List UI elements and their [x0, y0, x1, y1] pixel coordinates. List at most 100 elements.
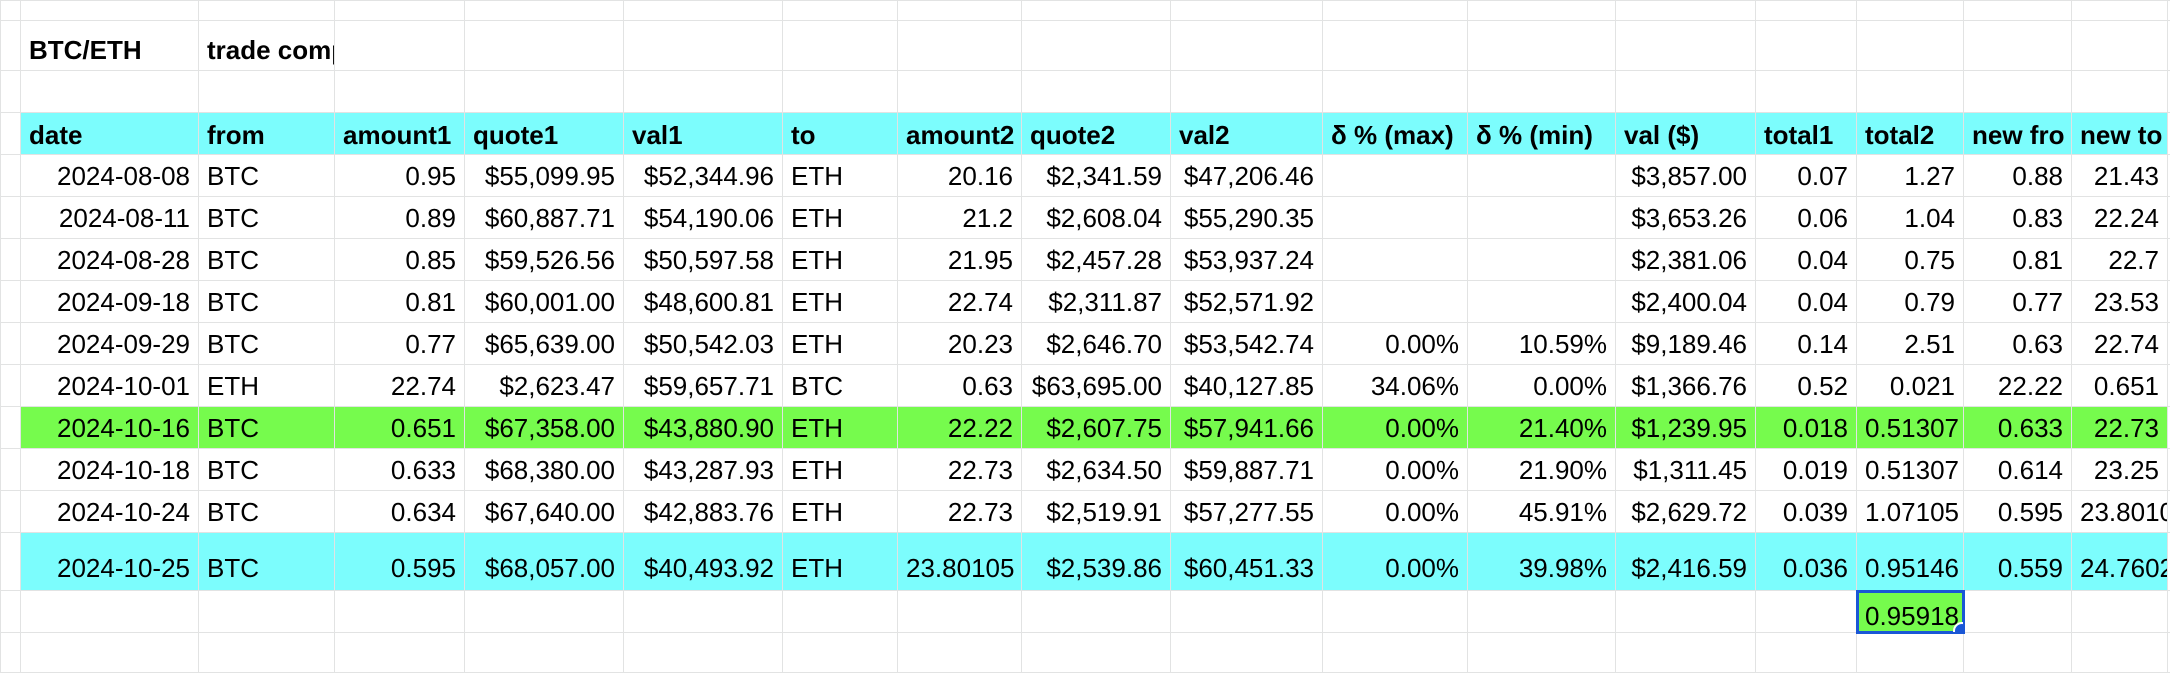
table-cell[interactable]: 24.7602: [2072, 533, 2168, 591]
table-cell[interactable]: 10.59%: [1468, 323, 1616, 365]
cell[interactable]: [1468, 591, 1616, 633]
table-cell[interactable]: $59,526.56: [465, 239, 624, 281]
table-cell[interactable]: $1,239.95: [1616, 407, 1756, 449]
cell[interactable]: [1171, 591, 1323, 633]
table-cell[interactable]: 0.018: [1756, 407, 1857, 449]
table-cell[interactable]: $47,206.46: [1171, 155, 1323, 197]
table-cell[interactable]: 2024-10-01: [21, 365, 199, 407]
cell[interactable]: [898, 71, 1022, 113]
table-cell[interactable]: BTC: [199, 533, 335, 591]
cell[interactable]: [1964, 71, 2072, 113]
table-cell[interactable]: 0.89: [335, 197, 465, 239]
table-cell[interactable]: ETH: [783, 281, 898, 323]
cell[interactable]: [783, 1, 898, 21]
table-cell[interactable]: $9,189.46: [1616, 323, 1756, 365]
cell[interactable]: [1022, 71, 1171, 113]
table-cell[interactable]: $2,381.06: [1616, 239, 1756, 281]
table-cell[interactable]: 0.83: [1964, 197, 2072, 239]
table-cell[interactable]: $54,190.06: [624, 197, 783, 239]
table-cell[interactable]: 0.00%: [1468, 365, 1616, 407]
cell[interactable]: [465, 71, 624, 113]
table-cell[interactable]: $63,695.00: [1022, 365, 1171, 407]
table-cell[interactable]: BTC: [199, 281, 335, 323]
table-cell[interactable]: 0.79: [1857, 281, 1964, 323]
table-cell[interactable]: 0.06: [1756, 197, 1857, 239]
cell[interactable]: [1, 449, 21, 491]
table-cell[interactable]: 0.63: [1964, 323, 2072, 365]
cell[interactable]: [1964, 1, 2072, 21]
cell[interactable]: [1468, 21, 1616, 71]
table-cell[interactable]: 0.88: [1964, 155, 2072, 197]
cell[interactable]: [465, 591, 624, 633]
table-cell[interactable]: 0.75: [1857, 239, 1964, 281]
cell[interactable]: [1323, 633, 1468, 673]
table-cell[interactable]: 0.63: [898, 365, 1022, 407]
table-cell[interactable]: 21.40%: [1468, 407, 1616, 449]
table-cell[interactable]: $2,457.28: [1022, 239, 1171, 281]
table-cell[interactable]: 0.00%: [1323, 449, 1468, 491]
cell[interactable]: [2072, 1, 2168, 21]
cell[interactable]: [1, 533, 21, 591]
table-cell[interactable]: $53,937.24: [1171, 239, 1323, 281]
table-cell[interactable]: 0.00%: [1323, 407, 1468, 449]
cell[interactable]: [1, 197, 21, 239]
cell[interactable]: [783, 21, 898, 71]
column-header[interactable]: quote1: [465, 113, 624, 155]
table-cell[interactable]: $60,001.00: [465, 281, 624, 323]
table-cell[interactable]: 0.633: [1964, 407, 2072, 449]
table-cell[interactable]: 0.77: [1964, 281, 2072, 323]
table-cell[interactable]: 2024-08-11: [21, 197, 199, 239]
cell[interactable]: [21, 591, 199, 633]
table-cell[interactable]: 0.00%: [1323, 533, 1468, 591]
cell[interactable]: [1323, 71, 1468, 113]
column-header[interactable]: to: [783, 113, 898, 155]
table-cell[interactable]: 22.22: [898, 407, 1022, 449]
table-cell[interactable]: BTC: [199, 491, 335, 533]
table-cell[interactable]: BTC: [199, 407, 335, 449]
table-cell[interactable]: 21.43: [2072, 155, 2168, 197]
table-cell[interactable]: $2,646.70: [1022, 323, 1171, 365]
table-cell[interactable]: $2,623.47: [465, 365, 624, 407]
table-cell[interactable]: 2024-10-18: [21, 449, 199, 491]
cell[interactable]: [783, 591, 898, 633]
sheet-subtitle-cell[interactable]: trade computer: [199, 21, 335, 71]
cell[interactable]: [1, 21, 21, 71]
cell[interactable]: [335, 633, 465, 673]
table-cell[interactable]: 23.53: [2072, 281, 2168, 323]
table-cell[interactable]: 0.00%: [1323, 323, 1468, 365]
table-cell[interactable]: $52,344.96: [624, 155, 783, 197]
table-cell[interactable]: $60,451.33: [1171, 533, 1323, 591]
table-cell[interactable]: $65,639.00: [465, 323, 624, 365]
table-cell[interactable]: $68,057.00: [465, 533, 624, 591]
table-cell[interactable]: 45.91%: [1468, 491, 1616, 533]
table-cell[interactable]: $67,358.00: [465, 407, 624, 449]
column-header[interactable]: total1: [1756, 113, 1857, 155]
table-cell[interactable]: BTC: [199, 197, 335, 239]
column-header[interactable]: date: [21, 113, 199, 155]
table-cell[interactable]: 0.07: [1756, 155, 1857, 197]
table-cell[interactable]: $53,542.74: [1171, 323, 1323, 365]
cell[interactable]: [1, 239, 21, 281]
table-cell[interactable]: 22.74: [2072, 323, 2168, 365]
cell[interactable]: [1171, 1, 1323, 21]
cell[interactable]: [898, 1, 1022, 21]
table-cell[interactable]: [1468, 197, 1616, 239]
table-cell[interactable]: 20.23: [898, 323, 1022, 365]
table-cell[interactable]: 0.81: [335, 281, 465, 323]
cell[interactable]: [2072, 633, 2168, 673]
table-cell[interactable]: ETH: [783, 323, 898, 365]
cell[interactable]: [1756, 21, 1857, 71]
column-header[interactable]: val1: [624, 113, 783, 155]
cell[interactable]: [1323, 591, 1468, 633]
cell[interactable]: [624, 1, 783, 21]
table-cell[interactable]: 22.22: [1964, 365, 2072, 407]
cell[interactable]: [898, 633, 1022, 673]
table-cell[interactable]: $48,600.81: [624, 281, 783, 323]
table-cell[interactable]: 2024-09-18: [21, 281, 199, 323]
cell[interactable]: [1022, 591, 1171, 633]
table-cell[interactable]: [1468, 281, 1616, 323]
cell[interactable]: [1756, 71, 1857, 113]
table-cell[interactable]: $42,883.76: [624, 491, 783, 533]
table-cell[interactable]: 21.90%: [1468, 449, 1616, 491]
